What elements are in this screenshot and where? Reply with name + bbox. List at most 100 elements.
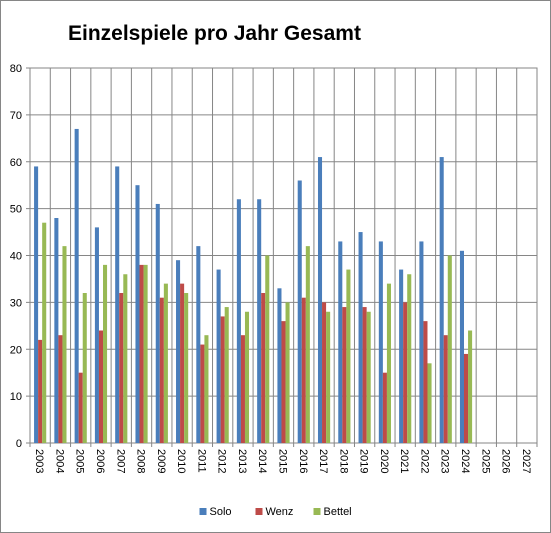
- bar-bettel: [224, 307, 229, 443]
- y-tick-label: 50: [10, 204, 22, 216]
- bar-wenz: [139, 264, 144, 444]
- bar-bettel: [82, 293, 87, 443]
- bar-solo: [34, 166, 39, 443]
- bar-solo: [94, 227, 99, 443]
- bar-wenz: [261, 293, 266, 443]
- bar-bettel: [42, 222, 47, 443]
- bar-wenz: [200, 344, 205, 443]
- bar-bettel: [143, 264, 148, 444]
- legend-item-bettel[interactable]: Bettel: [313, 506, 352, 518]
- bar-bettel: [244, 311, 250, 443]
- bar-solo: [317, 157, 323, 443]
- bar-wenz: [362, 307, 367, 443]
- x-tick-label: 2022: [418, 449, 430, 473]
- bar-wenz: [301, 297, 306, 443]
- legend-swatch: [255, 508, 263, 515]
- bar-solo: [277, 288, 282, 443]
- x-tick-label: 2023: [439, 449, 451, 473]
- gridlines: [29, 67, 538, 444]
- legend-item-wenz[interactable]: Wenz: [255, 506, 294, 518]
- bar-wenz: [38, 339, 43, 444]
- legend-label: Wenz: [266, 506, 294, 518]
- legend-label: Solo: [210, 506, 232, 518]
- bar-bettel: [204, 335, 209, 443]
- y-tick-label: 80: [10, 63, 22, 75]
- legend-swatch: [313, 508, 321, 515]
- bar-wenz: [220, 316, 225, 443]
- x-tick-label: 2015: [277, 449, 289, 473]
- bar-solo: [297, 180, 302, 443]
- bar-bettel: [346, 269, 351, 443]
- bar-bettel: [285, 302, 290, 444]
- x-tick-label: 2021: [398, 449, 410, 473]
- x-tick-label: 2018: [337, 449, 349, 473]
- x-tick-label: 2024: [459, 449, 471, 473]
- y-tick-label: 40: [10, 251, 22, 263]
- bars: [34, 128, 473, 444]
- x-tick-label: 2005: [74, 449, 86, 473]
- bar-bettel: [407, 274, 412, 443]
- bar-wenz: [180, 283, 185, 444]
- bar-wenz: [119, 293, 124, 443]
- bar-solo: [236, 199, 241, 443]
- bar-solo: [74, 128, 79, 443]
- x-tick-label: 2003: [33, 449, 45, 473]
- bar-wenz: [382, 372, 387, 443]
- bar-wenz: [342, 307, 347, 443]
- bar-bettel: [305, 246, 310, 444]
- x-tick-label: 2010: [175, 449, 187, 473]
- y-tick-label: 0: [16, 438, 22, 450]
- x-tick-label: 2004: [53, 449, 65, 473]
- bar-solo: [378, 241, 383, 443]
- bar-bettel: [62, 246, 67, 444]
- x-tick-label: 2013: [236, 449, 248, 473]
- legend-item-solo[interactable]: Solo: [199, 506, 232, 518]
- y-tick-label: 60: [10, 157, 22, 169]
- bar-wenz: [159, 297, 164, 443]
- x-tick-label: 2008: [135, 449, 147, 473]
- x-tick-label: 2009: [155, 449, 167, 473]
- bar-wenz: [58, 335, 63, 443]
- y-tick-label: 70: [10, 110, 22, 122]
- y-tick-label: 30: [10, 297, 22, 309]
- x-tick-label: 2006: [94, 449, 106, 473]
- x-tick-label: 2012: [216, 449, 228, 473]
- bar-solo: [216, 269, 221, 443]
- x-tick-label: 2011: [195, 449, 207, 473]
- x-tick-label: 2020: [378, 449, 390, 473]
- bar-solo: [419, 241, 424, 443]
- x-tick-label: 2014: [256, 449, 268, 473]
- bar-bettel: [326, 311, 331, 443]
- bar-solo: [196, 246, 201, 444]
- x-tick-label: 2016: [297, 449, 309, 473]
- axes: 0 10 20 30 40 50 60 70 80 2003 2004 2005 2006 2007 200…: [10, 63, 538, 473]
- bar-solo: [54, 218, 59, 443]
- bar-bettel: [386, 283, 391, 444]
- legend: Solo Wenz Bettel: [199, 506, 352, 518]
- bar-wenz: [281, 321, 286, 444]
- bar-solo: [176, 260, 181, 443]
- bar-wenz: [240, 335, 245, 443]
- bar-bettel: [427, 363, 432, 443]
- bar-solo: [439, 157, 444, 443]
- x-tick-label: 2007: [114, 449, 126, 473]
- bar-wenz: [423, 321, 428, 444]
- y-tick-label: 20: [10, 344, 22, 356]
- x-tick-label: 2025: [479, 449, 491, 473]
- bar-wenz: [443, 335, 448, 443]
- bar-wenz: [463, 353, 469, 443]
- bar-bettel: [366, 311, 371, 443]
- bar-solo: [257, 199, 262, 443]
- y-tick-label: 10: [10, 391, 22, 403]
- legend-swatch: [199, 508, 207, 515]
- x-tick-label: 2027: [520, 449, 532, 473]
- bar-wenz: [322, 302, 327, 444]
- bar-solo: [399, 269, 404, 443]
- x-tick-label: 2017: [317, 449, 329, 473]
- bar-bettel: [184, 293, 189, 443]
- x-tick-label: 2019: [358, 449, 370, 473]
- bar-bettel: [163, 283, 168, 444]
- chart-title: Einzelspiele pro Jahr Gesamt: [68, 22, 361, 45]
